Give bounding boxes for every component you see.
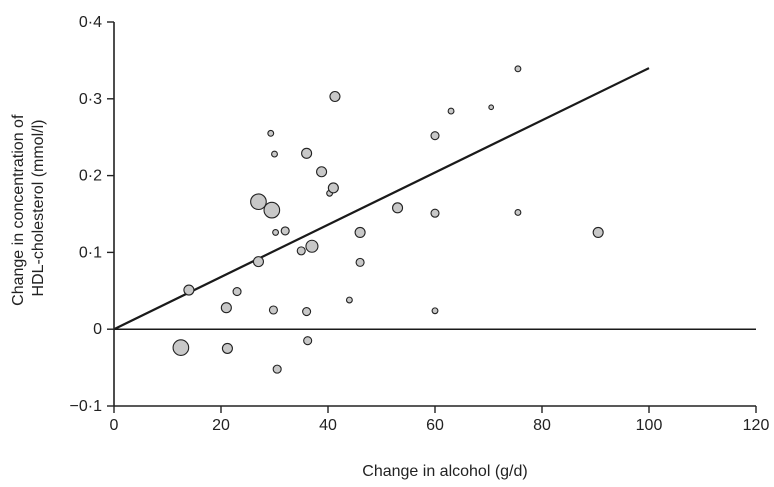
y-tick-label: 0·4 — [79, 14, 102, 31]
y-tick-label: 0 — [93, 321, 102, 338]
data-point — [263, 201, 281, 219]
data-point — [514, 65, 522, 73]
data-point — [252, 256, 265, 268]
data-points — [172, 65, 604, 374]
data-point — [296, 246, 306, 256]
data-point — [355, 257, 365, 267]
data-point — [232, 287, 242, 297]
x-tick-label: 100 — [636, 417, 663, 434]
data-point — [302, 306, 312, 317]
data-point — [430, 208, 440, 218]
data-point — [329, 90, 341, 103]
data-point — [220, 302, 232, 314]
data-point — [267, 129, 275, 137]
data-point — [592, 226, 604, 238]
x-tick-label: 120 — [743, 417, 770, 434]
y-tick-label: −0·1 — [70, 398, 103, 415]
regression-line — [113, 67, 650, 331]
data-point — [221, 342, 233, 354]
data-point — [183, 284, 195, 296]
x-tick-label: 20 — [212, 417, 230, 434]
data-point — [250, 193, 267, 211]
data-point — [488, 104, 495, 111]
data-point — [272, 364, 282, 374]
data-point — [431, 307, 439, 315]
data-point — [514, 209, 522, 216]
data-point — [316, 166, 328, 178]
data-point — [280, 226, 290, 236]
y-axis-title-line-1: Change in concentration of — [10, 114, 27, 306]
x-tick-label: 60 — [426, 417, 444, 434]
data-point — [305, 239, 319, 253]
x-axis-title: Change in alcohol (g/d) — [362, 463, 527, 480]
data-point — [268, 305, 278, 315]
data-point — [272, 228, 280, 236]
data-point — [303, 336, 313, 346]
data-point — [447, 107, 455, 115]
x-tick-label: 0 — [110, 417, 119, 434]
data-point — [391, 202, 404, 214]
y-axis-title: Change in concentration of HDL-cholester… — [10, 110, 47, 306]
data-point — [271, 150, 278, 158]
y-tick-label: 0·1 — [79, 244, 102, 261]
y-tick-label: 0·3 — [79, 91, 102, 108]
reference-lines — [113, 67, 756, 331]
x-tick-label: 80 — [533, 417, 551, 434]
data-point — [327, 182, 339, 194]
tick-labels: 0 20 40 60 80 100 120 −0·1 0 0·1 0·2 0·3 0·4 — [70, 14, 770, 434]
data-point — [345, 296, 353, 304]
data-point — [301, 147, 313, 159]
y-axis-title-line-2: HDL-cholesterol (mmol/l) — [30, 120, 47, 297]
data-point — [172, 339, 190, 356]
y-tick-label: 0·2 — [79, 168, 102, 185]
data-point — [430, 131, 440, 141]
x-tick-label: 40 — [319, 417, 337, 434]
tick-marks — [107, 21, 757, 413]
data-point — [354, 226, 366, 238]
